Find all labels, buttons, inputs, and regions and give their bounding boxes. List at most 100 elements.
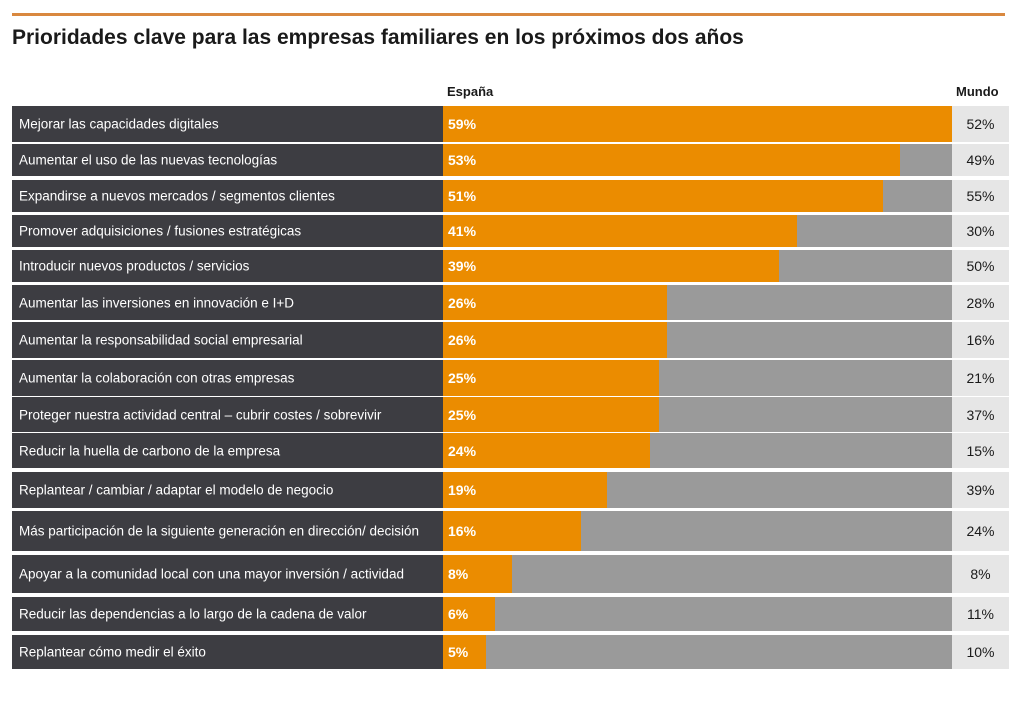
world-value-cell: 8% xyxy=(952,555,1009,593)
category-label: Más participación de la siguiente genera… xyxy=(19,523,419,539)
value-label-world: 16% xyxy=(966,332,995,348)
bar-track: 6% xyxy=(443,597,952,631)
bar-spain xyxy=(443,433,650,468)
bar-track: 26% xyxy=(443,322,952,358)
bar-spain xyxy=(443,555,512,593)
category-label: Apoyar a la comunidad local con una mayo… xyxy=(19,566,404,582)
world-value-cell: 39% xyxy=(952,472,1009,508)
category-label-cell: Replantear / cambiar / adaptar el modelo… xyxy=(12,472,443,508)
world-value-cell: 37% xyxy=(952,397,1009,432)
value-label-world: 10% xyxy=(966,644,995,660)
chart-row: Reducir la huella de carbono de la empre… xyxy=(12,433,1009,468)
value-label-world: 28% xyxy=(966,294,995,311)
bar-spain xyxy=(443,106,952,142)
value-label-spain: 19% xyxy=(448,482,477,498)
value-label-world: 8% xyxy=(970,566,991,582)
top-rule xyxy=(12,13,1005,16)
chart-row: Aumentar la responsabilidad social empre… xyxy=(12,322,1009,358)
world-value-cell: 21% xyxy=(952,360,1009,396)
category-label: Aumentar la responsabilidad social empre… xyxy=(19,332,303,348)
value-label-spain: 25% xyxy=(448,406,477,423)
bar-track: 19% xyxy=(443,472,952,508)
bar-spain xyxy=(443,360,659,396)
bar-spain xyxy=(443,511,581,551)
world-value-cell: 55% xyxy=(952,180,1009,212)
chart-row: Reducir las dependencias a lo largo de l… xyxy=(12,597,1009,631)
category-label: Replantear / cambiar / adaptar el modelo… xyxy=(19,482,334,498)
world-value-cell: 49% xyxy=(952,144,1009,176)
chart-row: Más participación de la siguiente genera… xyxy=(12,511,1009,551)
bar-track: 26% xyxy=(443,285,952,320)
chart-row: Replantear / cambiar / adaptar el modelo… xyxy=(12,472,1009,508)
chart-row: Proteger nuestra actividad central – cub… xyxy=(12,397,1009,432)
value-label-spain: 16% xyxy=(448,523,477,539)
category-label-cell: Aumentar el uso de las nuevas tecnología… xyxy=(12,144,443,176)
category-label: Promover adquisiciones / fusiones estrat… xyxy=(19,223,302,239)
bar-spain xyxy=(443,472,607,508)
category-label-cell: Apoyar a la comunidad local con una mayo… xyxy=(12,555,443,593)
category-label-cell: Introducir nuevos productos / servicios xyxy=(12,250,443,282)
chart-row: Replantear cómo medir el éxito 5% 10% xyxy=(12,635,1009,669)
value-label-world: 11% xyxy=(967,606,994,622)
value-label-world: 50% xyxy=(966,258,995,274)
value-label-world: 24% xyxy=(966,523,995,539)
value-label-world: 55% xyxy=(966,188,995,204)
bar-spain xyxy=(443,397,659,432)
category-label-cell: Promover adquisiciones / fusiones estrat… xyxy=(12,215,443,247)
value-label-spain: 41% xyxy=(448,223,477,239)
bar-spain xyxy=(443,215,797,247)
chart-row: Apoyar a la comunidad local con una mayo… xyxy=(12,555,1009,593)
category-label-cell: Reducir la huella de carbono de la empre… xyxy=(12,433,443,468)
bar-track: 53% xyxy=(443,144,952,176)
value-label-spain: 59% xyxy=(448,116,477,132)
value-label-spain: 24% xyxy=(448,442,477,459)
world-value-cell: 30% xyxy=(952,215,1009,247)
category-label-cell: Expandirse a nuevos mercados / segmentos… xyxy=(12,180,443,212)
bar-spain xyxy=(443,635,486,669)
bar-track: 8% xyxy=(443,555,952,593)
value-label-world: 15% xyxy=(966,442,995,459)
category-label: Mejorar las capacidades digitales xyxy=(19,116,219,132)
bar-track: 39% xyxy=(443,250,952,282)
column-header-world: Mundo xyxy=(956,84,999,99)
chart-row: Aumentar el uso de las nuevas tecnología… xyxy=(12,144,1009,176)
category-label: Replantear cómo medir el éxito xyxy=(19,644,206,660)
bar-track: 59% xyxy=(443,106,952,142)
chart-row: Aumentar las inversiones en innovación e… xyxy=(12,285,1009,320)
category-label-cell: Reducir las dependencias a lo largo de l… xyxy=(12,597,443,631)
category-label-cell: Replantear cómo medir el éxito xyxy=(12,635,443,669)
bar-spain xyxy=(443,144,900,176)
value-label-world: 39% xyxy=(966,482,995,498)
value-label-world: 21% xyxy=(966,370,995,386)
column-header-spain: España xyxy=(447,84,494,99)
value-label-spain: 51% xyxy=(448,188,477,204)
value-label-spain: 26% xyxy=(448,332,477,348)
chart-row: Promover adquisiciones / fusiones estrat… xyxy=(12,215,1009,247)
chart-row: Introducir nuevos productos / servicios 3… xyxy=(12,250,1009,282)
category-label-cell: Proteger nuestra actividad central – cub… xyxy=(12,397,443,432)
bar-track: 25% xyxy=(443,360,952,396)
value-label-spain: 26% xyxy=(448,294,477,311)
value-label-spain: 5% xyxy=(448,644,469,660)
category-label: Aumentar el uso de las nuevas tecnología… xyxy=(19,152,278,168)
category-label: Aumentar las inversiones en innovación e… xyxy=(19,295,295,310)
category-label-cell: Mejorar las capacidades digitales xyxy=(12,106,443,142)
world-value-cell: 10% xyxy=(952,635,1009,669)
bar-track: 16% xyxy=(443,511,952,551)
bar-spain xyxy=(443,322,667,358)
value-label-spain: 53% xyxy=(448,152,477,168)
bar-spain xyxy=(443,597,495,631)
value-label-spain: 25% xyxy=(448,370,477,386)
bar-track: 25% xyxy=(443,397,952,432)
chart-row: Aumentar la colaboración con otras empre… xyxy=(12,360,1009,396)
world-value-cell: 50% xyxy=(952,250,1009,282)
value-label-world: 52% xyxy=(966,116,995,132)
chart-title: Prioridades clave para las empresas fami… xyxy=(12,26,744,49)
bar-track: 41% xyxy=(443,215,952,247)
value-label-spain: 8% xyxy=(448,566,469,582)
category-label: Aumentar la colaboración con otras empre… xyxy=(19,370,295,386)
chart-row: Expandirse a nuevos mercados / segmentos… xyxy=(12,180,1009,212)
value-label-spain: 39% xyxy=(448,258,477,274)
bar-track: 24% xyxy=(443,433,952,468)
